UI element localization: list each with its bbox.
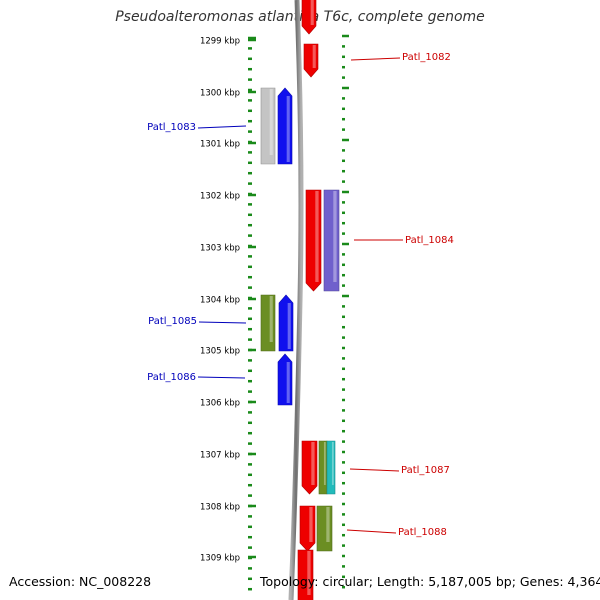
gene-feature-patl-1083-domain[interactable] [260, 87, 276, 165]
gene-feature-patl-1084[interactable] [305, 189, 322, 292]
topology-label: Topology: circular; Length: 5,187,005 bp… [260, 574, 600, 589]
gene-feature-patl-1084-domain[interactable] [323, 189, 340, 292]
gene-labels[interactable]: Patl_1082 Patl_1083 Patl_1084 Patl_1085 Patl… [147, 52, 454, 538]
leader-line [198, 321, 247, 324]
leader-line [197, 125, 247, 129]
gene-name[interactable]: Patl_1086 [147, 372, 196, 383]
ruler-label: 1305 kbp [200, 347, 240, 357]
gene-feature-patl-1083[interactable] [277, 87, 293, 165]
gene-label-patl-1085[interactable]: Patl_1085 [148, 316, 247, 327]
gene-feature-patl-1082[interactable] [303, 43, 319, 78]
gene-label-patl-1084[interactable]: Patl_1084 [354, 235, 454, 246]
gene-feature-patl-1085[interactable] [278, 294, 294, 352]
gene-feature-patl-1088[interactable] [299, 505, 316, 552]
leader-line [346, 529, 397, 534]
gene-features [260, 0, 340, 600]
gene-feature-top[interactable] [301, 0, 317, 35]
ruler-label: 1307 kbp [200, 451, 240, 461]
ruler-label: 1306 kbp [200, 399, 240, 409]
leader-line [349, 468, 400, 472]
ruler-label: 1302 kbp [200, 192, 240, 202]
ruler-label: 1300 kbp [200, 89, 240, 99]
gene-feature-patl-1085-domain[interactable] [260, 294, 276, 352]
gene-name[interactable]: Patl_1083 [147, 122, 196, 133]
gene-name[interactable]: Patl_1087 [401, 465, 450, 476]
ruler-labels: 1299 kbp 1300 kbp 1301 kbp 1302 kbp 1303 kbp… [200, 37, 256, 564]
gene-label-patl-1083[interactable]: Patl_1083 [147, 122, 247, 133]
gene-name[interactable]: Patl_1085 [148, 316, 197, 327]
gene-name[interactable]: Patl_1088 [398, 527, 447, 538]
gene-feature-patl-1087[interactable] [301, 440, 318, 495]
gene-label-patl-1082[interactable]: Patl_1082 [350, 52, 451, 63]
gene-label-patl-1086[interactable]: Patl_1086 [147, 372, 246, 383]
ruler-label: 1299 kbp [200, 37, 240, 47]
gene-feature-bottom[interactable] [297, 549, 314, 600]
genome-backbone [288, 0, 304, 600]
ruler-label: 1303 kbp [200, 244, 240, 254]
gene-feature-patl-1087-domain-a[interactable] [318, 440, 328, 495]
accession-label: Accession: NC_008228 [9, 574, 152, 589]
gene-label-patl-1088[interactable]: Patl_1088 [346, 527, 447, 538]
ruler-label: 1304 kbp [200, 296, 240, 306]
gene-name[interactable]: Patl_1084 [405, 235, 454, 246]
ruler-label: 1301 kbp [200, 140, 240, 150]
ruler-label: 1309 kbp [200, 554, 240, 564]
ruler-label: 1308 kbp [200, 503, 240, 513]
gene-feature-patl-1088-domain[interactable] [316, 505, 333, 552]
leader-line [197, 376, 246, 379]
gene-name[interactable]: Patl_1082 [402, 52, 451, 63]
gene-feature-patl-1087-domain-b[interactable] [326, 440, 336, 495]
gene-label-patl-1087[interactable]: Patl_1087 [349, 465, 450, 476]
leader-line [350, 57, 401, 61]
gene-feature-patl-1086[interactable] [277, 353, 293, 406]
